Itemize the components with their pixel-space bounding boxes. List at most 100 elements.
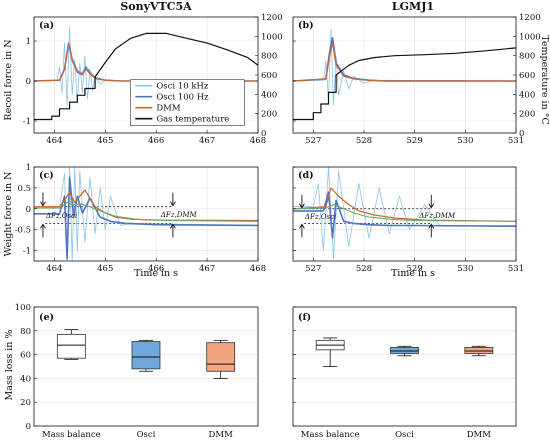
annotation-osci: ΔFz,Osci bbox=[304, 213, 336, 221]
arrow-head bbox=[299, 203, 305, 209]
series-dmm bbox=[293, 187, 516, 222]
tick-label-x: 468 bbox=[250, 136, 266, 146]
box-iqr bbox=[464, 347, 494, 354]
tick-label-y: -1 bbox=[23, 117, 31, 127]
tick-label-y2: 0 bbox=[261, 129, 266, 139]
mass-loss-ylabel: Mass loss in % bbox=[4, 330, 15, 401]
category-label: Mass balance bbox=[42, 430, 101, 440]
axes-frame bbox=[33, 166, 259, 262]
series-green bbox=[34, 201, 258, 222]
tick-label-x: 529 bbox=[407, 136, 423, 146]
weight-force-ylabel: Weight force in N bbox=[3, 172, 14, 257]
time-xlabel-right: Time in s bbox=[391, 268, 435, 279]
arrow-head bbox=[169, 201, 176, 207]
box-iqr bbox=[206, 342, 236, 372]
panel-label: (f) bbox=[298, 312, 311, 323]
tick-label-y2: 400 bbox=[261, 90, 277, 100]
tick-label-x: 467 bbox=[199, 136, 215, 146]
tick-label-y: 100 bbox=[15, 303, 31, 313]
tick-label-y: 40 bbox=[20, 374, 31, 384]
series-osci-10-khz bbox=[293, 28, 516, 106]
chart-title-right: LGMJ1 bbox=[392, 0, 434, 13]
box-iqr bbox=[131, 341, 161, 370]
category-label: DMM bbox=[209, 430, 234, 440]
arrow-head bbox=[40, 223, 46, 229]
tick-label-y: -0.5 bbox=[15, 226, 31, 236]
tick-label-x: 466 bbox=[148, 136, 164, 146]
series-dmm bbox=[34, 43, 258, 82]
tick-label-y2: 600 bbox=[261, 71, 277, 81]
annotation-osci: ΔFz,Osci bbox=[45, 212, 77, 220]
box-0 bbox=[315, 337, 345, 367]
axes-frame bbox=[292, 166, 517, 262]
chart-title-left: SonyVTC5A bbox=[120, 0, 192, 13]
annotation-dmm: ΔFz,DMM bbox=[160, 211, 198, 219]
panel-label: (a) bbox=[39, 20, 54, 31]
box-0 bbox=[56, 329, 86, 360]
tick-label-x: 531 bbox=[508, 264, 524, 274]
panel-label: (d) bbox=[298, 170, 314, 181]
box-2 bbox=[464, 345, 494, 357]
tick-label-y2: 1000 bbox=[519, 32, 541, 42]
tick-label-y2: 0 bbox=[519, 129, 524, 139]
tick-label-x: 468 bbox=[250, 264, 266, 274]
tick-label-y: 20 bbox=[20, 398, 31, 408]
tick-label-x: 465 bbox=[97, 264, 113, 274]
box-1 bbox=[131, 339, 161, 372]
series-osci-100-hz bbox=[34, 176, 258, 260]
tick-label-y: 0 bbox=[26, 205, 31, 215]
arrow-head bbox=[428, 223, 435, 229]
panel-label: (e) bbox=[39, 312, 54, 323]
tick-label-x: 529 bbox=[407, 264, 423, 274]
box-2 bbox=[206, 339, 236, 379]
tick-label-x: 464 bbox=[46, 264, 62, 274]
annotation-dmm: ΔFz,DMM bbox=[418, 212, 456, 220]
legend-label: Gas temperature bbox=[156, 115, 229, 125]
series-gas-temperature bbox=[293, 47, 516, 121]
tick-label-y: 0 bbox=[26, 77, 31, 87]
tick-label-y2: 200 bbox=[261, 110, 277, 120]
series-gas-temperature bbox=[34, 32, 258, 121]
panel-0: 464 465 466 467 468 -1 0 1 0 200 400 600 800 1000 1200… bbox=[23, 13, 283, 146]
legend-label: Osci 100 Hz bbox=[156, 93, 209, 103]
category-label: Osci bbox=[137, 430, 156, 440]
panel-5: Mass balance Osci DMM (f) bbox=[292, 306, 517, 440]
arrow-head bbox=[428, 203, 435, 209]
panel-label: (b) bbox=[298, 20, 314, 31]
tick-label-x: 530 bbox=[457, 136, 473, 146]
box-iqr bbox=[56, 333, 86, 359]
tick-label-y: 1 bbox=[26, 37, 31, 47]
tick-label-y: 80 bbox=[20, 327, 31, 337]
time-xlabel-left: Time in s bbox=[134, 268, 178, 279]
tick-label-y2: 600 bbox=[519, 71, 535, 81]
panel-4: 0 20 40 60 80 100 Mass balance Osci DMM (e) bbox=[15, 303, 259, 440]
temperature-ylabel: Temperature in °C bbox=[539, 35, 550, 124]
tick-label-x: 527 bbox=[305, 264, 321, 274]
tick-label-y: 0.5 bbox=[17, 184, 31, 194]
tick-label-x: 466 bbox=[148, 264, 164, 274]
axes-frame bbox=[292, 306, 517, 427]
recoil-force-ylabel: Recoil force in N bbox=[3, 39, 14, 120]
arrow-head bbox=[169, 223, 176, 229]
series-green bbox=[293, 204, 516, 222]
box-1 bbox=[390, 345, 419, 357]
axes-frame bbox=[33, 306, 259, 427]
series-dmm bbox=[34, 189, 258, 222]
tick-label-y2: 200 bbox=[519, 110, 535, 120]
tick-label-x: 467 bbox=[199, 264, 215, 274]
series-osci-10-khz bbox=[293, 167, 516, 260]
tick-label-y: 0 bbox=[26, 422, 31, 432]
tick-label-x: 464 bbox=[46, 136, 62, 146]
arrow-head bbox=[299, 223, 305, 229]
legend-label: DMM bbox=[156, 104, 181, 114]
series-dmm bbox=[293, 42, 516, 82]
panel-3: 527 528 529 530 531 (d) ΔFz,Osci ΔFz,DMM bbox=[292, 166, 524, 274]
panel-2: 464 465 466 467 468 -1 -0.5 0 0.5 1 (c) ΔFz,Osci ΔFz… bbox=[15, 163, 267, 274]
tick-label-y2: 1000 bbox=[261, 32, 283, 42]
category-label: DMM bbox=[467, 430, 492, 440]
category-label: Osci bbox=[395, 430, 414, 440]
tick-label-x: 530 bbox=[457, 264, 473, 274]
tick-label-x: 465 bbox=[97, 136, 113, 146]
